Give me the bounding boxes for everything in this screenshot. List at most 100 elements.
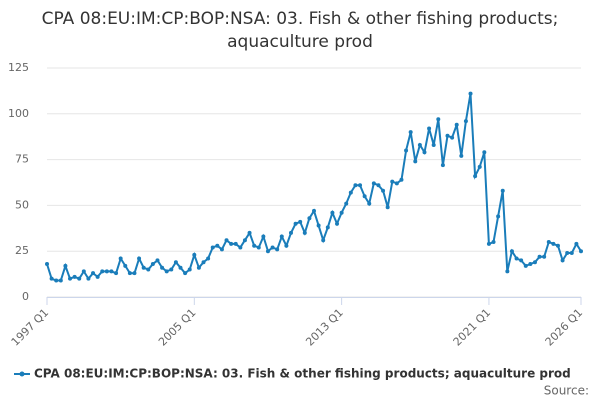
point [68,276,73,281]
point [330,210,335,215]
point [114,271,119,276]
point [413,159,418,164]
point [192,252,197,257]
point [528,262,533,267]
point [302,230,307,235]
point [201,260,206,265]
point [312,208,316,213]
point [445,133,450,138]
point [137,256,142,261]
point [459,153,464,158]
point [77,276,82,281]
point [477,164,482,169]
point [100,269,105,274]
point [219,247,224,252]
point [399,177,404,182]
point [72,274,77,279]
point [178,265,183,270]
point [491,240,496,245]
point [376,183,381,188]
point [422,150,427,155]
point [390,179,395,184]
point [427,126,432,131]
point [95,274,100,279]
chart-title: CPA 08:EU:IM:CP:BOP:NSA: 03. Fish & othe… [41,9,559,52]
point [339,210,344,215]
point [141,265,146,270]
point [288,230,293,235]
point [118,256,123,261]
point [293,221,298,226]
point [321,238,326,243]
point [579,249,583,254]
point [81,269,86,274]
point [385,205,390,210]
point [252,243,257,248]
point [164,269,169,274]
point [546,240,551,245]
point [196,265,201,270]
x-tick-label: 2021 Q1 [451,306,494,349]
point [169,267,174,272]
x-tick-label: 2026 Q1 [543,306,586,349]
point [574,241,579,246]
point [265,249,270,254]
source-label: Source: [544,384,589,398]
point [242,238,247,243]
x-tick-label: 2013 Q1 [303,306,346,349]
y-tick-label: 125 [8,61,29,74]
point [215,243,220,248]
point [132,271,137,276]
point [440,163,445,168]
point [109,269,114,274]
point [381,188,386,193]
point [279,234,284,239]
point [316,223,321,228]
y-tick-label: 25 [15,244,29,257]
point [404,148,409,153]
point [560,258,565,263]
point [353,183,358,188]
point [146,267,151,272]
point [348,190,353,195]
point [233,241,238,246]
point [436,117,441,122]
point [183,271,188,276]
point [58,278,63,283]
y-tick-label: 0 [22,290,29,303]
point [551,241,556,246]
point [408,130,413,135]
point [298,219,303,224]
point [335,221,340,226]
point [569,251,574,256]
point [275,247,280,252]
point [307,216,312,221]
point [486,241,491,246]
point [155,258,160,263]
point [160,265,165,270]
point [394,181,399,186]
point [238,245,243,250]
point [500,188,505,193]
point [468,91,473,96]
point [229,241,234,246]
y-tick-label: 100 [8,107,29,120]
point [519,258,524,263]
point [210,245,215,250]
point [450,135,455,140]
point [565,251,570,256]
point [173,260,178,265]
point [284,243,289,248]
point [261,234,266,239]
point [454,122,459,127]
point [542,254,547,259]
point [482,150,487,155]
x-tick-label: 2005 Q1 [156,306,199,349]
point [555,243,560,248]
point [358,183,363,188]
point [325,225,330,230]
x-tick-label: 1997 Q1 [9,306,52,349]
y-tick-label: 50 [15,198,29,211]
